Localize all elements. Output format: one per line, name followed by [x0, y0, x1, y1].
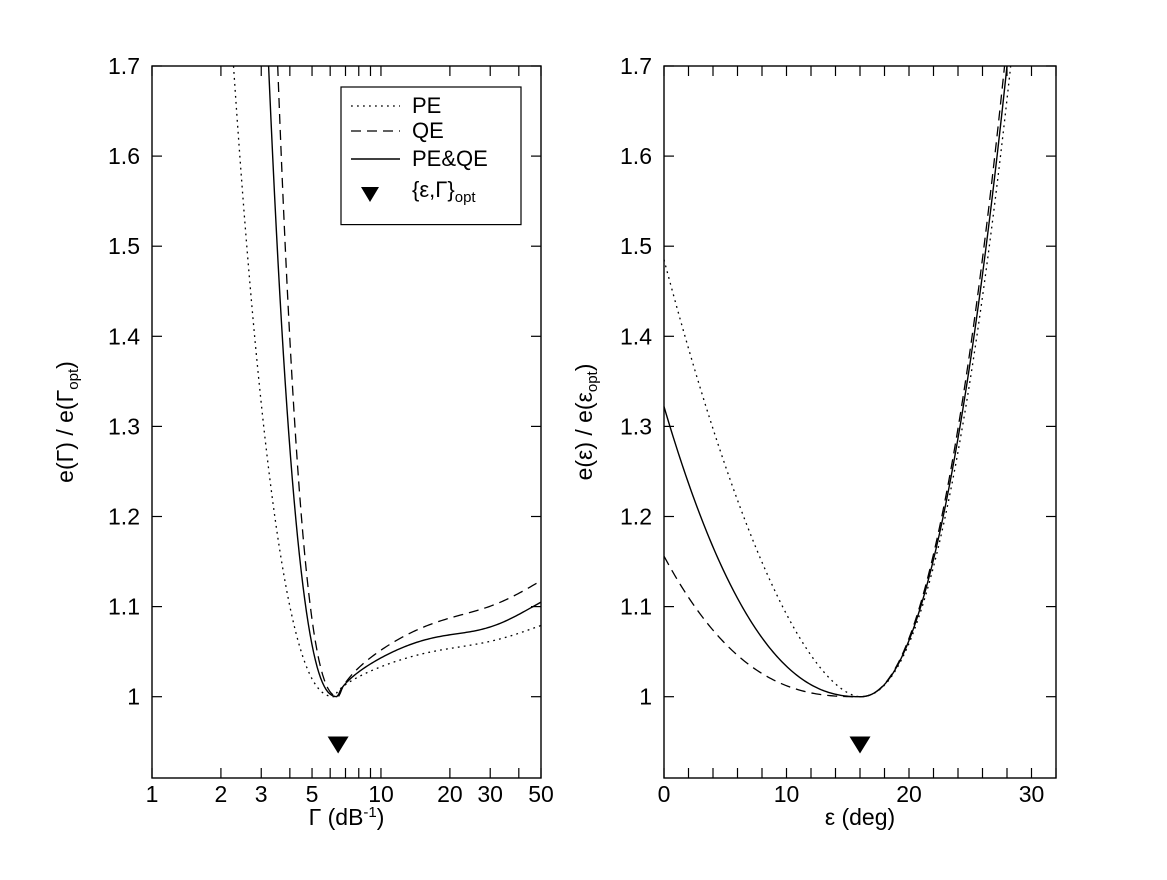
svg-text:30: 30 — [1019, 781, 1045, 807]
svg-text:1.3: 1.3 — [620, 413, 652, 439]
svg-text:1.5: 1.5 — [620, 233, 652, 259]
svg-text:QE: QE — [412, 118, 444, 143]
svg-text:1.2: 1.2 — [620, 504, 652, 530]
svg-text:20: 20 — [437, 781, 463, 807]
svg-text:1.7: 1.7 — [620, 53, 652, 79]
svg-text:PE&QE: PE&QE — [412, 146, 488, 171]
svg-text:1.6: 1.6 — [620, 143, 652, 169]
svg-text:1.2: 1.2 — [108, 504, 140, 530]
svg-text:1.5: 1.5 — [108, 233, 140, 259]
svg-text:1: 1 — [127, 684, 140, 710]
svg-text:3: 3 — [255, 781, 268, 807]
svg-text:1.3: 1.3 — [108, 413, 140, 439]
svg-text:0: 0 — [658, 781, 671, 807]
svg-text:ε (deg): ε (deg) — [825, 804, 895, 830]
svg-text:30: 30 — [477, 781, 503, 807]
svg-text:1.1: 1.1 — [620, 594, 652, 620]
svg-text:1.1: 1.1 — [108, 594, 140, 620]
svg-text:1: 1 — [639, 684, 652, 710]
svg-text:20: 20 — [896, 781, 922, 807]
svg-text:1: 1 — [146, 781, 159, 807]
svg-text:10: 10 — [774, 781, 800, 807]
svg-text:1.7: 1.7 — [108, 53, 140, 79]
svg-text:1.4: 1.4 — [108, 323, 140, 349]
svg-text:1.6: 1.6 — [108, 143, 140, 169]
svg-text:2: 2 — [215, 781, 228, 807]
svg-text:50: 50 — [528, 781, 554, 807]
svg-text:PE: PE — [412, 93, 441, 118]
svg-text:1.4: 1.4 — [620, 323, 652, 349]
